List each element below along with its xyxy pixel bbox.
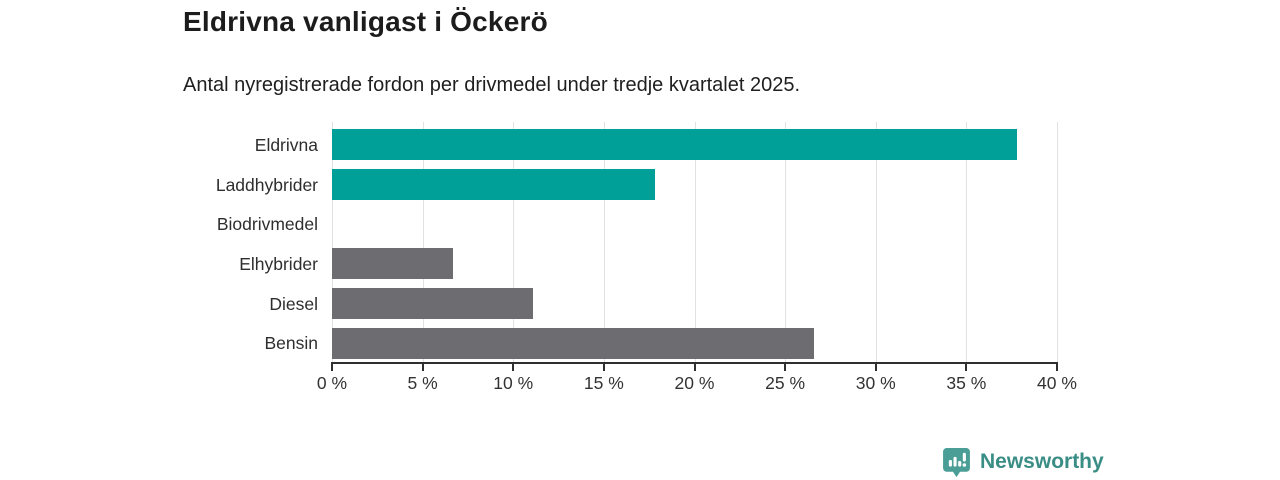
category-label-laddhybrider: Laddhybrider <box>215 174 318 195</box>
axis-tick <box>602 364 605 371</box>
gridline <box>422 122 424 363</box>
bar-bensin <box>332 327 815 359</box>
bar-elhybrider <box>332 248 454 280</box>
x-axis: 0 % 5 % 10 % 15 % 20 % 25 % 30 % 35 % 40 % <box>317 362 1077 402</box>
newsworthy-logo: Newsworthy <box>942 446 1104 478</box>
bar-eldrivna <box>332 129 1018 161</box>
gridline <box>875 122 877 363</box>
axis-tick <box>874 364 877 371</box>
newsworthy-bars-icon <box>942 447 971 478</box>
axis-tick <box>784 364 787 371</box>
axis-tick-label: 5 % <box>407 373 438 393</box>
gridline <box>513 122 515 363</box>
gridline <box>603 122 605 363</box>
bar-diesel <box>332 288 534 319</box>
newsworthy-wordmark: Newsworthy <box>980 450 1104 473</box>
gridline <box>1057 122 1058 363</box>
axis-tick-label: 25 % <box>765 373 806 393</box>
axis-tick <box>512 364 515 371</box>
chart-title: Eldrivna vanligast i Öckerö <box>183 6 548 37</box>
axis-tick-label: 40 % <box>1037 373 1077 393</box>
axis-tick <box>965 364 968 371</box>
bar-laddhybrider <box>332 169 655 200</box>
category-label-diesel: Diesel <box>269 293 318 314</box>
gridline <box>332 122 333 363</box>
axis-tick-label: 10 % <box>493 373 534 393</box>
axis-tick-label: 15 % <box>583 373 624 393</box>
category-label-bensin: Bensin <box>264 333 318 354</box>
axis-tick-label: 35 % <box>946 373 987 393</box>
category-axis: Eldrivna Laddhybrider Biodrivmedel Elhybrid… <box>150 125 318 363</box>
axis-tick <box>421 364 424 371</box>
axis-tick <box>693 364 696 371</box>
category-label-elhybrider: Elhybrider <box>239 253 318 274</box>
gridline <box>694 122 696 363</box>
gridline <box>966 122 968 363</box>
axis-tick <box>331 364 333 371</box>
axis-tick-label: 0 % <box>316 373 348 393</box>
x-axis-line <box>331 362 1058 364</box>
category-label-biodrivmedel: Biodrivmedel <box>216 214 318 235</box>
plot-area <box>332 122 1058 363</box>
chart-subtitle: Antal nyregistrerade fordon per drivmede… <box>183 74 801 96</box>
axis-tick-label: 20 % <box>674 373 715 393</box>
category-label-eldrivna: Eldrivna <box>254 134 318 155</box>
axis-tick-label: 30 % <box>855 373 896 393</box>
axis-tick <box>1056 364 1058 371</box>
gridline <box>785 122 787 363</box>
